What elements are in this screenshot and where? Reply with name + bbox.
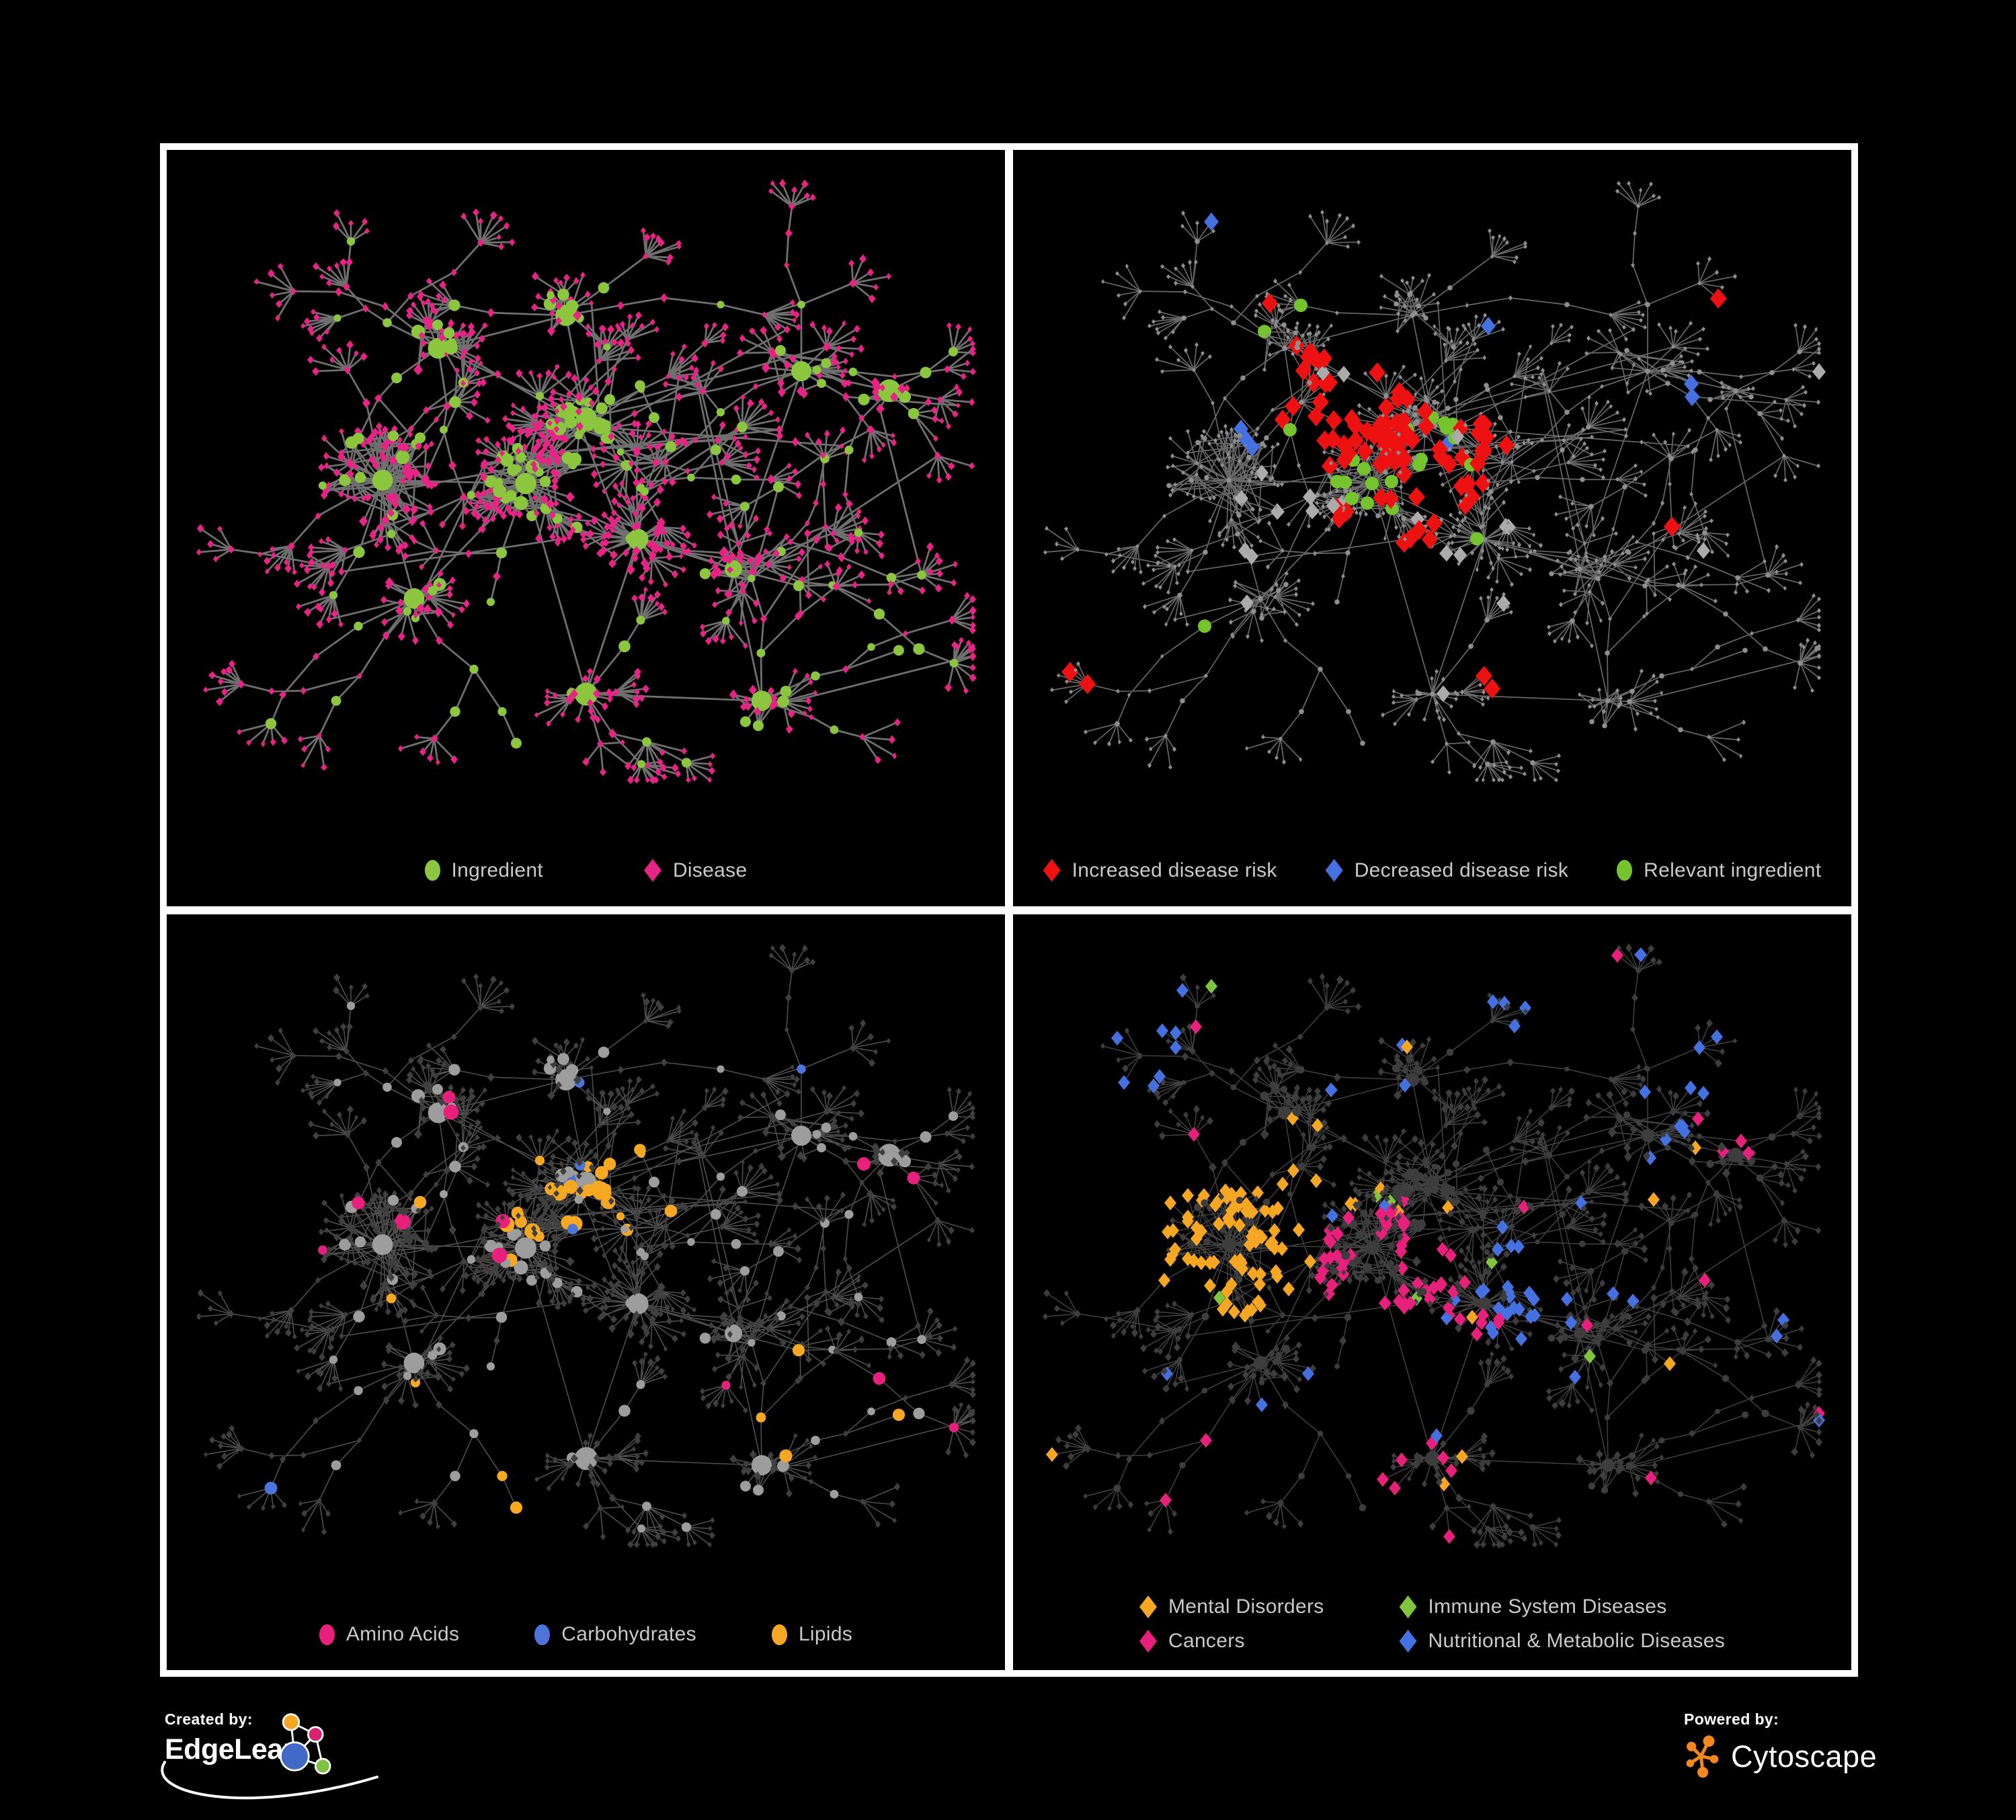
panel-ingredient-disease: Ingredient Disease [167, 150, 1005, 906]
mental-disorders-diamond-icon [1139, 1595, 1157, 1618]
powered-by-block: Powered by: Cytoscape [1684, 1710, 1877, 1778]
legend-item-decreased-risk: Decreased disease risk [1325, 859, 1569, 882]
amino-acids-circle-icon [319, 1624, 335, 1645]
cancers-diamond-icon [1139, 1630, 1157, 1653]
nutrient-classes-legend: Amino Acids Carbohydrates Lipids [167, 1623, 1005, 1646]
network-figure-grid: Ingredient Disease Increased disease ris… [160, 143, 1858, 1677]
nutrient-classes-network-graph [196, 943, 976, 1548]
disease-risk-legend: Increased disease risk Decreased disease… [1013, 859, 1851, 882]
legend-label: Relevant ingredient [1644, 859, 1822, 881]
legend-label: Amino Acids [346, 1623, 460, 1645]
legend-item-relevant-ingredient: Relevant ingredient [1617, 859, 1821, 882]
cytoscape-brand: Cytoscape [1684, 1734, 1877, 1778]
relevant-ingredient-circle-icon [1617, 860, 1633, 881]
edgeleap-swoosh-icon [161, 1761, 378, 1800]
decreased-risk-diamond-icon [1325, 859, 1343, 882]
legend-label: Decreased disease risk [1354, 859, 1569, 881]
panel-disease-risk: Increased disease risk Decreased disease… [1013, 150, 1851, 906]
edgeleap-wordmark: EdgeLeap [165, 1733, 300, 1766]
powered-by-label: Powered by: [1684, 1710, 1779, 1728]
legend-item-carbohydrates: Carbohydrates [534, 1623, 696, 1646]
legend-label: Mental Disorders [1168, 1595, 1324, 1618]
legend-item-ingredient: Ingredient [424, 859, 543, 882]
cytoscape-wordmark: Cytoscape [1731, 1739, 1878, 1774]
ingredient-circle-icon [424, 860, 440, 881]
disease-classes-network-graph [1043, 943, 1825, 1548]
increased-risk-diamond-icon [1043, 859, 1061, 882]
legend-label: Increased disease risk [1072, 859, 1277, 881]
legend-label: Immune System Diseases [1428, 1595, 1667, 1618]
legend-item-disease: Disease [643, 859, 748, 882]
legend-label: Disease [672, 859, 748, 881]
panel-disease-classes: Mental Disorders Immune System Diseases … [1013, 914, 1851, 1670]
legend-label: Ingredient [451, 859, 543, 881]
legend-item-mental-disorders: Mental Disorders [1139, 1595, 1324, 1618]
panel-nutrient-classes: Amino Acids Carbohydrates Lipids [167, 914, 1005, 1670]
legend-label: Nutritional & Metabolic Diseases [1428, 1630, 1725, 1652]
ingredient-disease-legend: Ingredient Disease [167, 859, 1005, 882]
legend-label: Cancers [1168, 1630, 1245, 1652]
legend-item-cancers: Cancers [1139, 1630, 1324, 1653]
edgeleap-network-logo-icon [280, 1713, 331, 1775]
legend-item-immune-diseases: Immune System Diseases [1399, 1595, 1725, 1618]
legend-item-increased-risk: Increased disease risk [1043, 859, 1277, 882]
created-by-label: Created by: [165, 1710, 253, 1728]
nutritional-metabolic-diamond-icon [1399, 1630, 1417, 1653]
legend-item-nutritional-metabolic: Nutritional & Metabolic Diseases [1399, 1630, 1725, 1653]
carbohydrates-circle-icon [534, 1624, 551, 1645]
lipids-circle-icon [771, 1624, 787, 1645]
created-by-block: Created by: EdgeLeap [161, 1710, 407, 1816]
disease-diamond-icon [643, 859, 661, 882]
legend-label: Carbohydrates [561, 1623, 696, 1645]
legend-item-lipids: Lipids [771, 1623, 853, 1646]
edgeleap-brand: EdgeLeap [161, 1713, 407, 1816]
disease-risk-network-graph [1043, 181, 1826, 783]
legend-label: Lipids [798, 1623, 853, 1645]
ingredient-disease-network-graph [196, 179, 977, 785]
immune-diseases-diamond-icon [1399, 1595, 1417, 1618]
cytoscape-network-logo-icon [1686, 1735, 1719, 1778]
disease-classes-legend: Mental Disorders Immune System Diseases … [1013, 1595, 1851, 1653]
legend-item-amino-acids: Amino Acids [319, 1623, 459, 1646]
